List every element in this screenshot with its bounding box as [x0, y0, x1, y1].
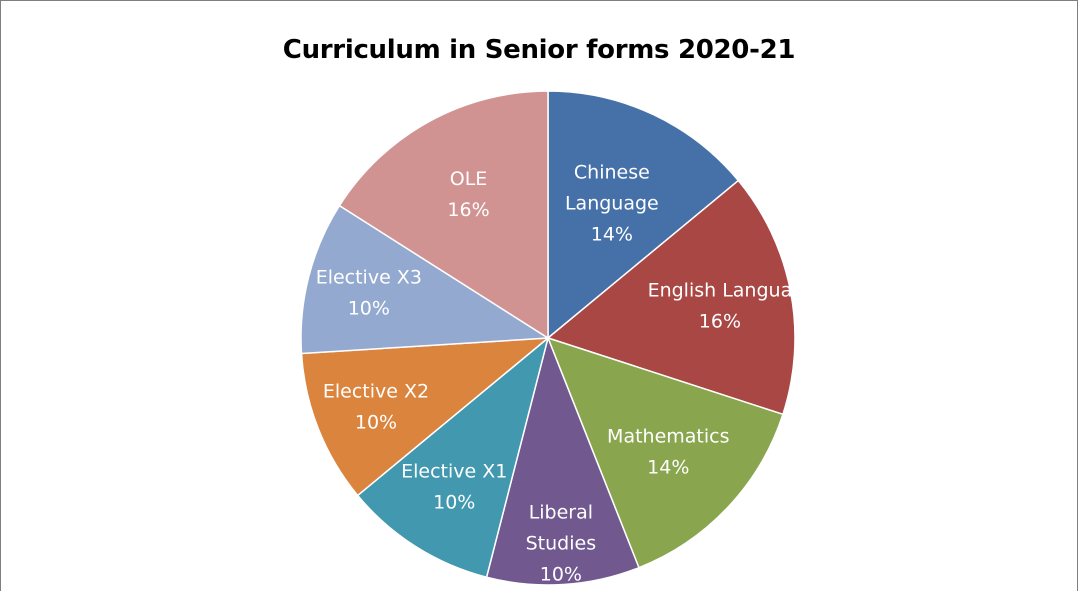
pie-slice-liberal-studies	[485, 335, 640, 586]
chart-title: Curriculum in Senior forms 2020-21	[282, 35, 796, 65]
pie-slice-elective-x2	[300, 337, 551, 497]
pie-slice-mathematics	[546, 336, 784, 569]
slice-label-ole: OLE 16%	[447, 168, 489, 221]
pie-slice-english-language	[546, 179, 796, 416]
slice-label-elective-x2: Elective X2 10%	[323, 381, 429, 434]
slice-label-mathematics: Mathematics 14%	[607, 425, 729, 478]
pie-slice-elective-x1	[356, 335, 550, 579]
slice-label-elective-x1: Elective X1 10%	[401, 460, 507, 513]
slice-label-chinese-language: Chinese Language 14%	[565, 161, 659, 245]
slice-label-liberal-studies: Liberal Studies 10%	[526, 502, 596, 586]
pie-slice-ole	[338, 90, 549, 340]
slice-label-english-language: English Langua 16%	[648, 280, 793, 333]
pie-slice-chinese-language	[547, 90, 740, 340]
slice-label-elective-x3: Elective X3 10%	[316, 266, 422, 319]
pie-slice-elective-x3	[300, 204, 551, 355]
